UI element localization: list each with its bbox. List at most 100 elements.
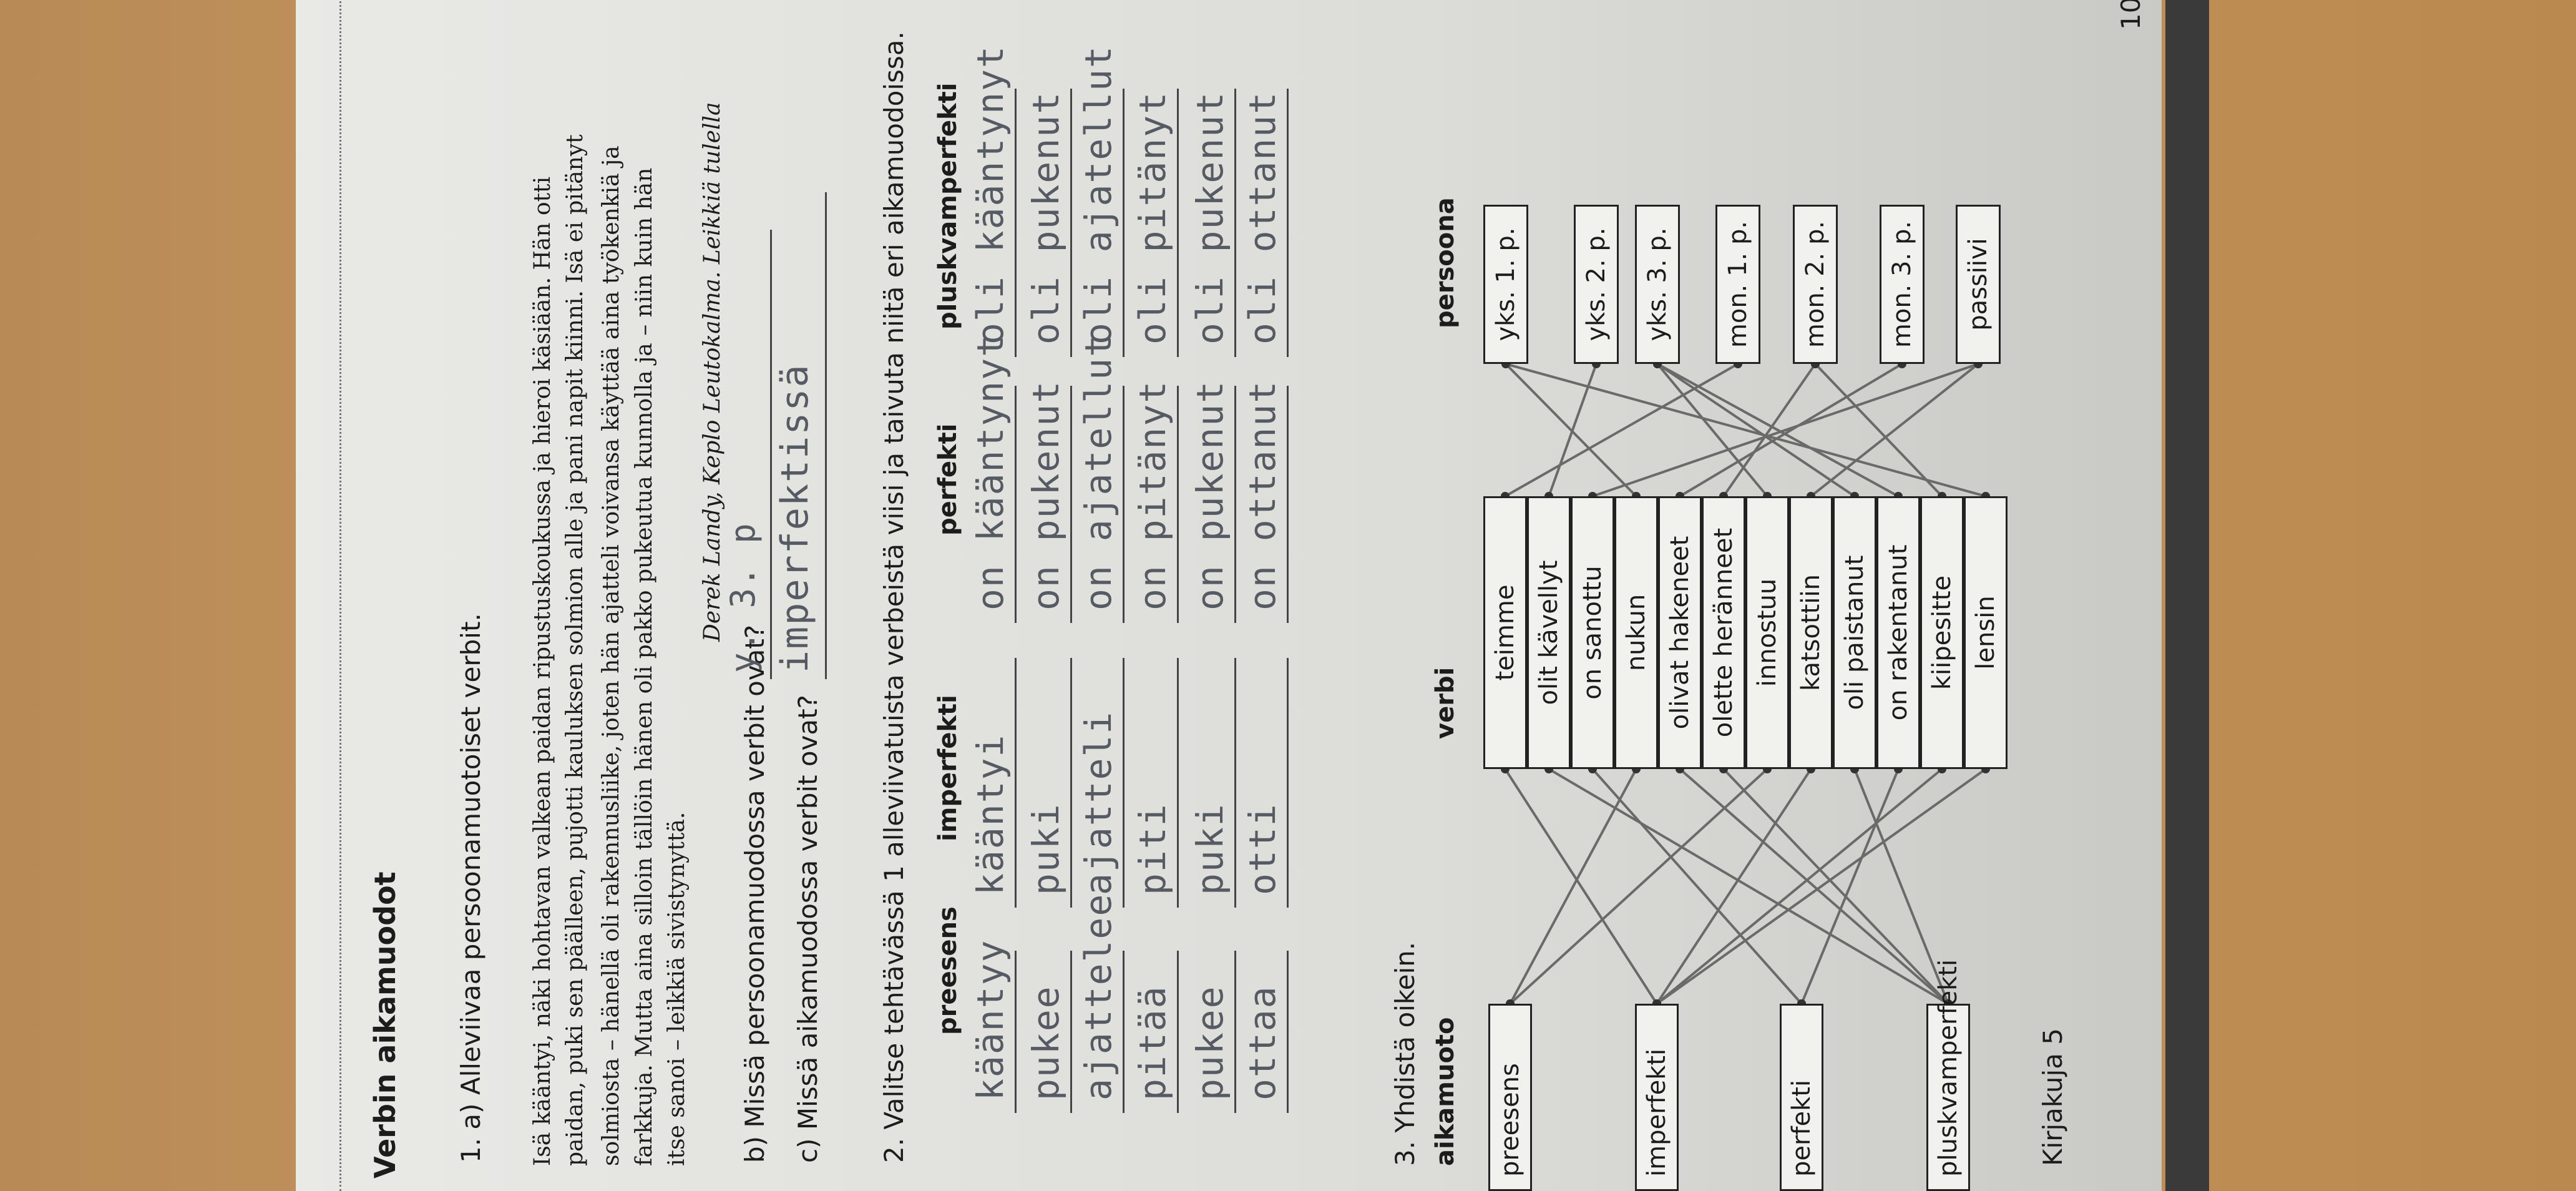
conjugation: ajattelee [1077, 893, 1120, 1100]
connector [1800, 768, 1900, 1004]
conjugation: on kääntynyt [969, 333, 1012, 610]
conjugation: piti [1131, 803, 1174, 895]
connector [1722, 363, 1817, 497]
verb-box: olit kävellyt [1527, 496, 1571, 769]
conjugation: ottaa [1241, 985, 1284, 1100]
conjugation: oli ajatellut [1077, 45, 1120, 345]
answer-line [1070, 89, 1072, 357]
question: b) Missä persoonamuodossa verbit ovat? [739, 624, 770, 1163]
verb-box: on rakentanut [1876, 496, 1920, 769]
person-box: yks. 2. p. [1574, 205, 1619, 364]
conjugation: oli pitänyt [1131, 91, 1174, 345]
answer-line [1287, 386, 1289, 623]
conjugation: ajatteli [1077, 710, 1120, 895]
answer: imperfektissä [773, 363, 817, 673]
connector [1853, 768, 1949, 1004]
conjugation: pukee [1189, 985, 1231, 1100]
column-header: preesens [934, 906, 962, 1035]
column-header: imperfekti [934, 695, 962, 841]
tense-box: preesens [1488, 1004, 1532, 1191]
person-box: mon. 3. p. [1880, 205, 1925, 364]
answer-line [1234, 951, 1236, 1113]
answer-line [1287, 89, 1289, 357]
verb-box: olette heränneet [1702, 496, 1745, 769]
person-box: mon. 1. p. [1715, 205, 1760, 364]
answer-line [1070, 658, 1072, 908]
answer: y. 3. p [723, 522, 763, 673]
connector [1814, 363, 1943, 497]
answer-line [770, 230, 772, 679]
conjugation: otti [1241, 803, 1284, 895]
person-box: passiivi [1956, 205, 2001, 364]
connector [1679, 363, 1903, 497]
answer-line [1015, 89, 1017, 357]
answer-line [1234, 89, 1236, 357]
connector [1810, 363, 1979, 497]
person-box: mon. 2. p. [1793, 205, 1838, 364]
dark-edge [2165, 0, 2209, 1191]
connector [1548, 768, 1949, 1005]
conjugation: on pukenut [1025, 380, 1067, 610]
answer-line [1070, 386, 1072, 623]
verb-box: on sanottu [1571, 496, 1614, 769]
source: Derek Landy, Keplo Leutokalma. Leikkiä t… [700, 102, 725, 642]
column-header: persoona [1431, 197, 1460, 328]
footer-book: Kirjakuja 5 [2037, 1027, 2068, 1166]
conjugation: oli kääntynyt [969, 45, 1012, 345]
paragraph-line: Isä kääntyi, näki hohtavan valkean paida… [530, 176, 555, 1166]
answer-line [1015, 951, 1017, 1113]
connector [1592, 363, 1979, 497]
page-number: 103 [2115, 0, 2146, 30]
conjugation: puki [1025, 803, 1067, 895]
instruction: 2. Valitse tehtävässä 1 alleviivatuista … [879, 31, 909, 1163]
verb-box: olivat hakeneet [1658, 496, 1702, 769]
tense-box: perfekti [1780, 1004, 1823, 1191]
connector [1656, 363, 1769, 497]
answer-line [1177, 951, 1179, 1113]
answer-line [1177, 89, 1179, 357]
conjugation: kääntyy [969, 939, 1012, 1100]
conjugation: kääntyi [969, 733, 1012, 895]
connector [1505, 363, 1637, 497]
connector [1656, 768, 1943, 1005]
verb-box: katsottiin [1789, 496, 1833, 769]
answer-line [1123, 951, 1125, 1113]
connector [1656, 363, 1856, 497]
conjugation: pitää [1131, 985, 1174, 1100]
verb-box: teimme [1483, 496, 1527, 769]
answer-line [1123, 386, 1125, 623]
connector [1505, 363, 1739, 497]
answer-line [1287, 658, 1289, 908]
connector [1509, 768, 1769, 1005]
connector [1657, 363, 1899, 497]
answer-line [1015, 658, 1017, 908]
tense-box: pluskvamperfekti [1926, 959, 1970, 1191]
conjugation: on pukenut [1189, 380, 1231, 610]
verb-box: lensin [1964, 496, 2008, 769]
person-box: yks. 1. p. [1483, 205, 1528, 364]
conjugation: pukee [1025, 985, 1067, 1100]
connector [1722, 768, 1949, 1005]
answer-line [1123, 658, 1125, 908]
answer-line [1234, 658, 1236, 908]
conjugation: puki [1189, 803, 1231, 895]
answer-line [825, 192, 827, 679]
column-header: verbi [1431, 667, 1460, 739]
answer-line [1177, 658, 1179, 908]
instruction: 1. a) Alleviivaa persoonamuotoiset verbi… [456, 613, 486, 1163]
answer-line [1015, 386, 1017, 623]
question: c) Missä aikamuodossa verbit ovat? [793, 695, 823, 1163]
answer-line [1234, 386, 1236, 623]
column-header: aikamuoto [1431, 1017, 1460, 1166]
verb-box: kiipesitte [1920, 496, 1964, 769]
answer-line [1123, 89, 1125, 357]
answer-line [1287, 951, 1289, 1113]
connector [1679, 768, 1949, 1005]
connector [1504, 768, 1658, 1005]
conjugation: oli pukenut [1189, 91, 1231, 345]
column-header: pluskvamperfekti [934, 82, 962, 330]
instruction: 3. Yhdistä oikein. [1390, 941, 1420, 1166]
conjugation: on ajatellut [1077, 333, 1120, 610]
connector [1656, 768, 1987, 1005]
